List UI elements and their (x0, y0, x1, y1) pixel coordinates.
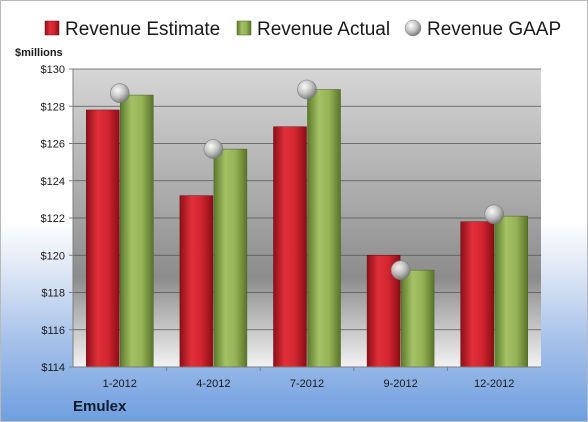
x-tick-label: 9-2012 (383, 378, 417, 390)
bar-revenue-estimate-7-2012 (273, 126, 307, 368)
legend-swatch-revenue-actual (236, 20, 252, 36)
y-tick-label: $126 (41, 139, 65, 151)
bar-revenue-actual-1-2012 (120, 94, 154, 368)
bars (86, 89, 528, 368)
y-tick-label: $128 (41, 101, 65, 113)
y-tick-label: $124 (41, 176, 65, 188)
bar-revenue-estimate-12-2012 (460, 221, 494, 368)
y-axis-ticks: $114 $116 $118 $120 $122 $124 $126 $128 $130 (41, 64, 73, 374)
y-tick-label: $118 (41, 288, 65, 300)
legend: Revenue Estimate Revenue Actual Revenue … (44, 19, 561, 40)
x-axis-ticks: 1-2012 4-2012 7-2012 9-2012 12-2012 (103, 367, 514, 390)
marker-revenue-gaap-7-2012 (297, 79, 317, 100)
marker-revenue-gaap-4-2012 (203, 139, 224, 159)
legend-label-revenue-estimate: Revenue Estimate (65, 19, 220, 40)
x-tick-label: 12-2012 (474, 378, 514, 390)
company-name: Emulex (73, 398, 127, 415)
x-tick-label: 4-2012 (196, 378, 230, 390)
bar-revenue-estimate-4-2012 (179, 195, 214, 368)
marker-revenue-gaap-12-2012 (484, 204, 505, 225)
gaap-markers (110, 79, 505, 280)
bar-revenue-actual-4-2012 (213, 148, 248, 368)
legend-marker-revenue-gaap (404, 19, 422, 37)
bar-revenue-actual-12-2012 (494, 215, 528, 368)
bar-revenue-actual-7-2012 (307, 89, 341, 368)
x-tick-label: 7-2012 (290, 378, 324, 390)
legend-label-revenue-gaap: Revenue GAAP (427, 19, 561, 40)
x-tick-label: 1-2012 (103, 378, 137, 390)
units-label: $millions (15, 47, 63, 59)
legend-label-revenue-actual: Revenue Actual (257, 19, 390, 40)
y-tick-label: $120 (41, 250, 65, 262)
legend-swatch-revenue-estimate (44, 20, 60, 36)
y-tick-label: $116 (41, 325, 65, 337)
y-tick-label: $114 (41, 362, 65, 374)
y-tick-label: $130 (41, 64, 65, 76)
marker-revenue-gaap-1-2012 (110, 83, 130, 104)
bar-revenue-actual-9-2012 (400, 269, 435, 368)
bar-revenue-estimate-1-2012 (86, 109, 120, 368)
marker-revenue-gaap-9-2012 (390, 260, 411, 280)
y-tick-label: $122 (41, 213, 65, 225)
